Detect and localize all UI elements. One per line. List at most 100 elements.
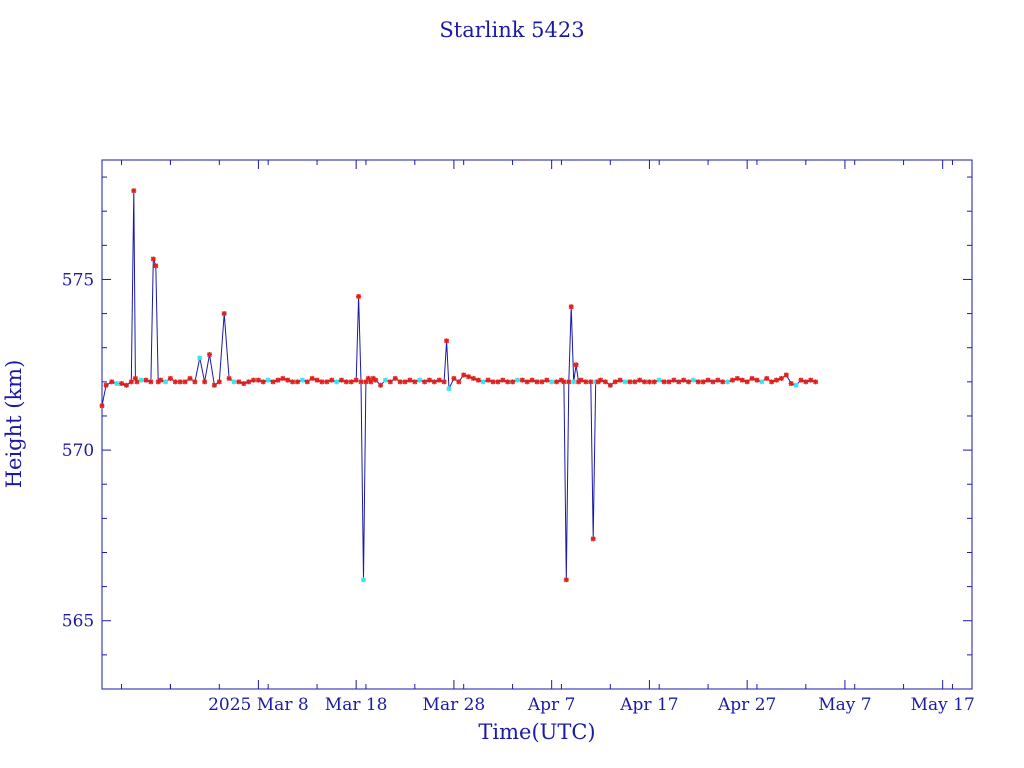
data-point-marker [444,338,450,344]
data-point-marker [715,377,721,383]
data-point-marker [255,377,261,383]
data-point-marker [788,381,794,387]
data-point-marker [422,379,428,385]
data-point-marker [524,379,530,385]
data-point-marker [368,379,374,385]
data-point-marker [566,379,572,385]
data-point-marker [571,379,577,385]
data-point-marker [690,377,696,383]
data-point-marker [676,379,682,385]
data-point-marker [251,377,257,383]
data-point-marker [436,377,442,383]
data-point-marker [695,379,701,385]
data-point-marker [573,362,579,368]
data-point-marker [290,379,296,385]
data-point-marker [561,379,567,385]
data-point-marker [671,377,677,383]
data-point-marker [236,379,242,385]
data-point-marker [246,379,252,385]
data-point-marker [221,311,227,317]
data-point-marker [426,377,432,383]
data-point-marker [563,577,569,583]
data-point-marker [131,188,137,194]
data-point-marker [607,382,613,388]
data-point-marker [534,379,540,385]
data-point-marker [651,379,657,385]
data-point-marker [588,379,594,385]
data-point-marker [490,379,496,385]
data-point-marker [642,379,648,385]
data-point-marker [730,377,736,383]
y-tick-label: 570 [62,441,94,461]
data-point-marker [773,377,779,383]
data-point-marker [514,377,520,383]
data-point-marker [446,386,452,392]
data-point-marker [627,379,633,385]
data-point-marker [637,377,643,383]
data-point-marker [324,379,330,385]
data-point-marker [749,375,755,381]
data-point-marker [360,577,366,583]
data-point-marker [412,379,418,385]
data-point-marker [656,377,662,383]
data-point-marker [319,379,325,385]
x-tick-label: Mar 28 [423,695,486,715]
data-point-marker [397,379,403,385]
data-point-marker [123,382,129,388]
data-point-marker [661,379,667,385]
data-point-marker [798,377,804,383]
data-point-marker [211,382,217,388]
data-point-marker [558,377,564,383]
data-point-marker [495,379,501,385]
data-point-marker [470,375,476,381]
data-point-marker [808,377,814,383]
data-point-marker [153,263,159,269]
data-point-marker [348,379,354,385]
plot-frame [101,159,973,690]
data-point-marker [202,379,208,385]
data-point-marker [700,379,706,385]
data-point-marker [441,379,447,385]
data-point-marker [475,377,481,383]
data-point-marker [598,377,604,383]
data-point-marker [304,379,310,385]
data-point-marker [182,379,188,385]
data-point-marker [378,382,384,388]
data-point-marker [329,377,335,383]
data-point-marker [759,379,765,385]
data-point-marker [134,379,140,385]
axis-layer: 2025 Mar 8 Mar 18 Mar 28 Apr 7 Apr 17 Apr 27 M… [62,160,975,715]
data-point-marker [480,379,486,385]
data-point-marker [769,379,775,385]
data-point-marker [150,256,156,262]
data-point-marker [632,379,638,385]
data-point-marker [109,379,115,385]
data-point-marker [646,379,652,385]
data-point-marker [343,379,349,385]
series-layer [101,190,816,580]
x-tick-label: May 17 [911,695,975,715]
data-point-marker [382,377,388,383]
data-point-marker [192,379,198,385]
data-point-marker [451,375,457,381]
data-point-marker [114,381,120,387]
data-point-marker [602,379,608,385]
data-point-marker [177,379,183,385]
x-tick-label: May 7 [818,695,871,715]
data-point-marker [710,379,716,385]
data-point-marker [314,377,320,383]
data-point-marker [617,377,623,383]
data-point-marker [407,377,413,383]
data-point-marker [358,379,364,385]
data-point-marker [226,375,232,381]
data-point-marker [510,379,516,385]
x-tick-label: Mar 18 [325,695,388,715]
data-point-marker [725,379,731,385]
data-point-marker [99,403,105,409]
data-point-marker [148,379,154,385]
data-point-marker [260,379,266,385]
data-point-marker [568,304,574,310]
data-point-marker [241,381,247,387]
x-tick-label: Apr 17 [619,695,678,715]
